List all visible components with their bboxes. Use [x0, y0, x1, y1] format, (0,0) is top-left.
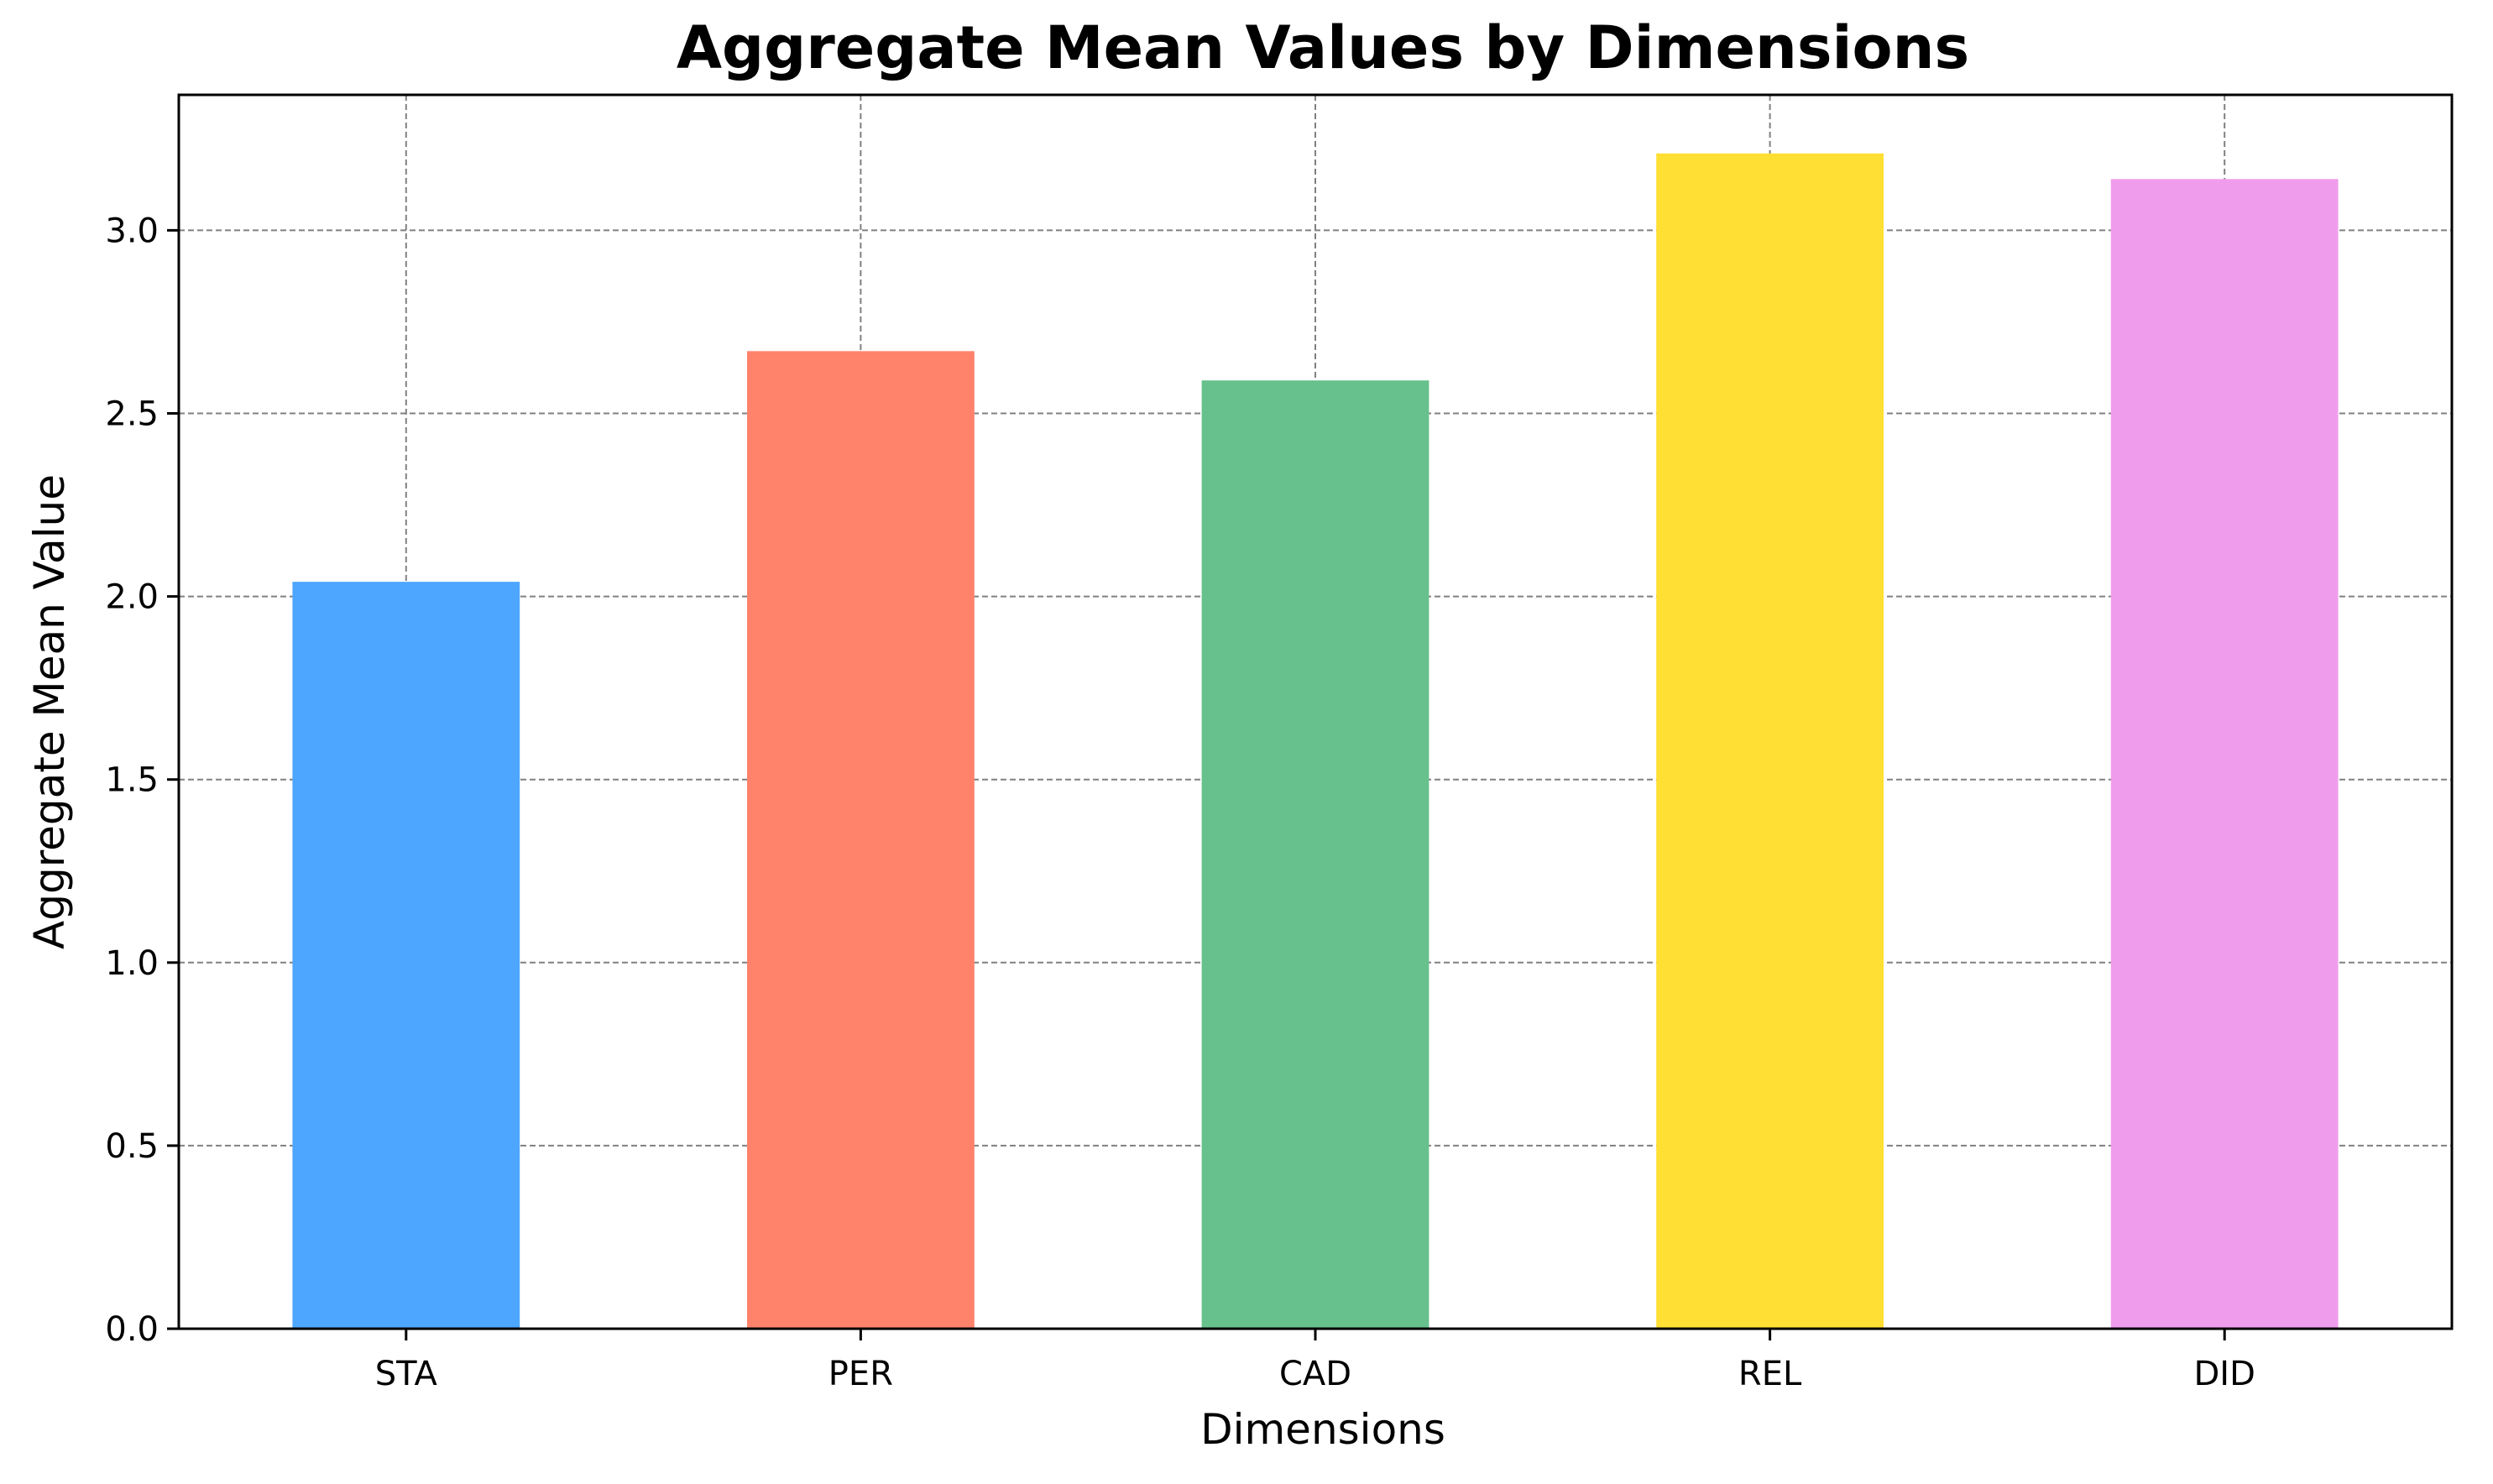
bar-per	[747, 351, 975, 1329]
x-tick-label: DID	[2193, 1355, 2255, 1393]
y-tick-label: 0.5	[105, 1127, 159, 1166]
bar-did	[2110, 179, 2339, 1329]
y-tick-label: 1.0	[105, 944, 159, 983]
y-tick-label: 2.0	[105, 578, 159, 617]
y-tick-label: 2.5	[105, 395, 159, 433]
plot-area: 0.0 0.5 1.0 1.5 2.0 2.5 3.0 STA PER CAD REL DID	[105, 93, 2454, 1393]
y-tick-label: 1.5	[105, 761, 159, 800]
bar-sta	[292, 582, 520, 1329]
y-axis-label: Aggregate Mean Value	[25, 474, 74, 949]
y-tick-label: 0.0	[105, 1310, 159, 1349]
x-tick-label: CAD	[1279, 1355, 1351, 1393]
x-tick-label: PER	[828, 1355, 893, 1393]
y-tick-label: 3.0	[105, 212, 159, 250]
bar-rel	[1656, 153, 1884, 1330]
x-axis-label: Dimensions	[1200, 1405, 1445, 1454]
bar-cad	[1201, 380, 1429, 1329]
chart-title: Aggregate Mean Values by Dimensions	[677, 13, 1969, 82]
x-tick-label: REL	[1738, 1355, 1802, 1393]
x-tick-label: STA	[375, 1355, 438, 1393]
